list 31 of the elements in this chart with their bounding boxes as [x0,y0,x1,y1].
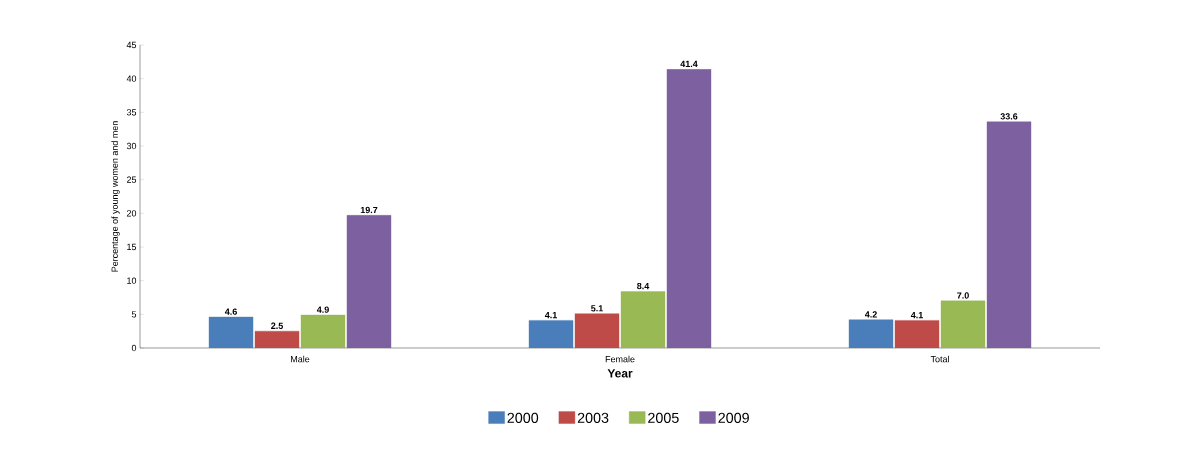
legend-label: 2000 [507,412,539,423]
legend-label: 2009 [718,412,749,423]
data-label: 41.4 [680,60,698,68]
data-label: 7.0 [957,292,969,299]
data-label: 2.5 [271,322,283,329]
y-tick-label: 20 [126,210,137,217]
data-label: 5.1 [591,305,603,312]
data-label: 4.1 [910,312,923,319]
y-tick-label: 5 [131,311,137,318]
y-tick-label: 25 [126,176,137,183]
y-tick-label: 45 [126,41,137,49]
data-label: 19.7 [360,206,378,214]
data-label: 4.9 [316,306,329,313]
y-tick-label: 40 [126,75,137,82]
legend-label: 2003 [577,412,609,423]
y-tick-label: 15 [127,243,137,251]
x-axis-title: Year [607,369,633,378]
data-label: 4.2 [864,311,877,318]
x-tick-label: Total [930,355,949,363]
y-tick-label: 0 [131,344,137,352]
data-label: 4.6 [224,308,237,315]
y-tick-label: 10 [127,277,137,284]
data-label: 4.1 [544,312,557,319]
x-tick-label: Female [605,355,635,363]
y-tick-label: 35 [126,109,137,116]
data-label: 33.6 [1000,113,1018,120]
y-axis-title: Percentage of young women and men [111,121,120,272]
y-tick-label: 30 [126,142,137,150]
data-label: 8.4 [637,282,650,290]
legend-label: 2005 [648,412,679,423]
x-tick-label: Male [291,355,310,363]
